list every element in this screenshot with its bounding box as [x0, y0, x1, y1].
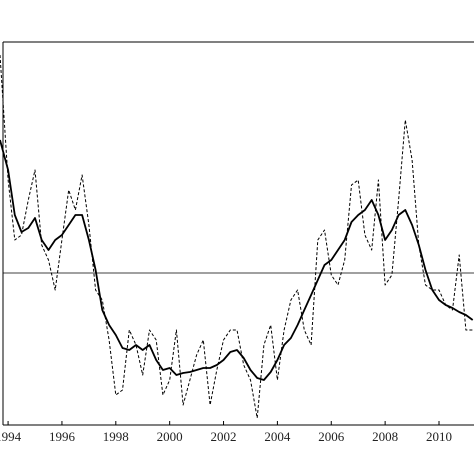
x-tick-label: 2004 — [264, 429, 291, 444]
series-line — [0, 139, 474, 381]
series-line — [0, 54, 473, 419]
x-tick-label: 1996 — [49, 429, 76, 444]
x-tick-label: 1998 — [103, 429, 129, 444]
x-tick-label: 1994 — [0, 429, 22, 444]
x-tick-label: 2008 — [372, 429, 398, 444]
x-tick-label: 2010 — [426, 429, 452, 444]
x-tick-label: 2002 — [211, 429, 237, 444]
x-tick-label: 2000 — [157, 429, 183, 444]
x-tick-label: 2006 — [318, 429, 345, 444]
